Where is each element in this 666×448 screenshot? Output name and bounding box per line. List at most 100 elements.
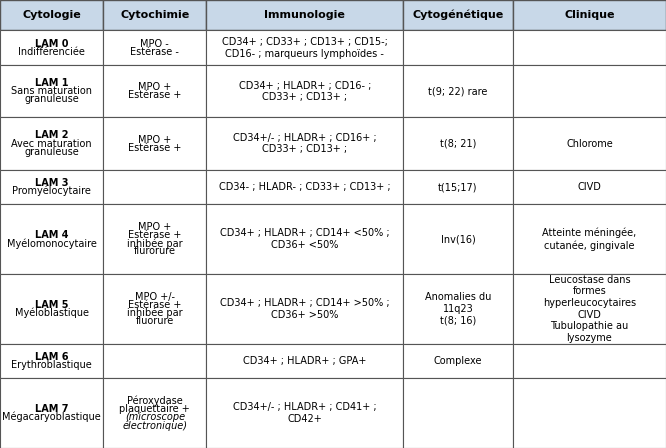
Text: Cytochimie: Cytochimie — [121, 10, 189, 20]
Text: Cytogénétique: Cytogénétique — [412, 10, 503, 21]
Text: LAM 1: LAM 1 — [35, 78, 69, 88]
Text: Complexe: Complexe — [434, 356, 482, 366]
Bar — [403, 379, 513, 448]
Text: CD34+ ; HLADR+ ; CD16- ;
CD33+ ; CD13+ ;: CD34+ ; HLADR+ ; CD16- ; CD33+ ; CD13+ ; — [238, 81, 371, 102]
Text: Avec maturation: Avec maturation — [11, 138, 92, 149]
Bar — [0, 204, 103, 274]
Text: LAM 4: LAM 4 — [35, 230, 69, 240]
Bar — [403, 170, 513, 204]
Text: MPO +/-: MPO +/- — [135, 292, 175, 302]
Text: LAM 5: LAM 5 — [35, 300, 69, 310]
Text: flurorure: flurorure — [134, 246, 176, 256]
Bar — [103, 379, 206, 448]
Text: Leucostase dans
formes
hyperleucocytaires
CIVD
Tubulopathie au
lysozyme: Leucostase dans formes hyperleucocytaire… — [543, 275, 636, 343]
Text: Immunologie: Immunologie — [264, 10, 345, 20]
Text: Anomalies du
11q23
t(8; 16): Anomalies du 11q23 t(8; 16) — [425, 292, 491, 325]
Bar — [103, 170, 206, 204]
Bar — [403, 30, 513, 65]
Text: inhibée par: inhibée par — [127, 308, 182, 318]
Bar — [0, 30, 103, 65]
Bar — [0, 0, 103, 30]
Bar — [513, 274, 666, 344]
Text: Péroxydase: Péroxydase — [127, 396, 182, 406]
Bar — [403, 117, 513, 170]
Bar — [513, 204, 666, 274]
Text: CIVD: CIVD — [577, 182, 601, 192]
Bar — [103, 274, 206, 344]
Text: Chlorome: Chlorome — [566, 138, 613, 149]
Text: Clinique: Clinique — [564, 10, 615, 20]
Text: Inv(16): Inv(16) — [440, 234, 476, 244]
Bar — [0, 274, 103, 344]
Bar — [206, 204, 403, 274]
Text: Estérase +: Estérase + — [128, 142, 182, 153]
Text: Estérase +: Estérase + — [128, 300, 182, 310]
Bar — [103, 204, 206, 274]
Text: MPO +: MPO + — [139, 134, 171, 145]
Text: Estérase +: Estérase + — [128, 90, 182, 100]
Bar — [0, 65, 103, 117]
Text: t(8; 21): t(8; 21) — [440, 138, 476, 149]
Text: MPO +: MPO + — [139, 82, 171, 92]
Text: (microscope: (microscope — [125, 412, 185, 422]
Bar — [103, 0, 206, 30]
Text: Erythroblastique: Erythroblastique — [11, 360, 92, 370]
Bar — [103, 117, 206, 170]
Text: Indifférenciée: Indifférenciée — [18, 47, 85, 57]
Text: CD34+/- ; HLADR+ ; CD16+ ;
CD33+ ; CD13+ ;: CD34+/- ; HLADR+ ; CD16+ ; CD33+ ; CD13+… — [233, 133, 376, 155]
Bar — [206, 0, 403, 30]
Text: granuleuse: granuleuse — [24, 146, 79, 157]
Text: t(15;17): t(15;17) — [438, 182, 478, 192]
Bar — [103, 65, 206, 117]
Text: CD34+ ; HLADR+ ; CD14+ >50% ;
CD36+ >50%: CD34+ ; HLADR+ ; CD14+ >50% ; CD36+ >50% — [220, 298, 390, 319]
Text: fluorure: fluorure — [136, 316, 174, 326]
Text: granuleuse: granuleuse — [24, 95, 79, 104]
Bar — [206, 274, 403, 344]
Text: t(9; 22) rare: t(9; 22) rare — [428, 86, 488, 96]
Bar — [513, 117, 666, 170]
Text: Myéloblastique: Myéloblastique — [15, 308, 89, 318]
Text: Cytologie: Cytologie — [22, 10, 81, 20]
Bar — [103, 344, 206, 379]
Bar — [513, 379, 666, 448]
Bar — [0, 344, 103, 379]
Text: LAM 7: LAM 7 — [35, 404, 69, 414]
Text: LAM 6: LAM 6 — [35, 352, 69, 362]
Bar — [513, 344, 666, 379]
Bar — [403, 274, 513, 344]
Text: CD34+/- ; HLADR+ ; CD41+ ;
CD42+: CD34+/- ; HLADR+ ; CD41+ ; CD42+ — [233, 402, 376, 424]
Text: Sans maturation: Sans maturation — [11, 86, 92, 96]
Bar — [513, 30, 666, 65]
Bar — [206, 344, 403, 379]
Bar — [103, 30, 206, 65]
Bar — [513, 0, 666, 30]
Bar — [403, 344, 513, 379]
Text: LAM 0: LAM 0 — [35, 39, 69, 49]
Text: Mégacaryoblastique: Mégacaryoblastique — [2, 412, 101, 422]
Text: CD34+ ; HLADR+ ; GPA+: CD34+ ; HLADR+ ; GPA+ — [243, 356, 366, 366]
Text: Estérase -: Estérase - — [131, 47, 179, 57]
Text: Estérase +: Estérase + — [128, 230, 182, 240]
Text: LAM 2: LAM 2 — [35, 130, 69, 141]
Bar — [206, 379, 403, 448]
Bar — [206, 30, 403, 65]
Text: CD34+ ; CD33+ ; CD13+ ; CD15-;
CD16- ; marqueurs lymphoïdes -: CD34+ ; CD33+ ; CD13+ ; CD15-; CD16- ; m… — [222, 37, 388, 59]
Text: CD34- ; HLADR- ; CD33+ ; CD13+ ;: CD34- ; HLADR- ; CD33+ ; CD13+ ; — [219, 182, 390, 192]
Text: inhibée par: inhibée par — [127, 238, 182, 249]
Bar — [513, 65, 666, 117]
Text: Myélomonocytaire: Myélomonocytaire — [7, 238, 97, 249]
Text: LAM 3: LAM 3 — [35, 178, 69, 188]
Text: électronique): électronique) — [123, 420, 187, 431]
Bar — [0, 117, 103, 170]
Bar — [513, 170, 666, 204]
Bar — [0, 379, 103, 448]
Bar — [403, 0, 513, 30]
Text: MPO +: MPO + — [139, 222, 171, 232]
Text: plaquettaire +: plaquettaire + — [119, 404, 190, 414]
Text: CD34+ ; HLADR+ ; CD14+ <50% ;
CD36+ <50%: CD34+ ; HLADR+ ; CD14+ <50% ; CD36+ <50% — [220, 228, 390, 250]
Bar — [403, 204, 513, 274]
Bar — [403, 65, 513, 117]
Bar — [206, 117, 403, 170]
Text: Atteinte méningée,
cutanée, gingivale: Atteinte méningée, cutanée, gingivale — [542, 228, 637, 250]
Bar — [0, 170, 103, 204]
